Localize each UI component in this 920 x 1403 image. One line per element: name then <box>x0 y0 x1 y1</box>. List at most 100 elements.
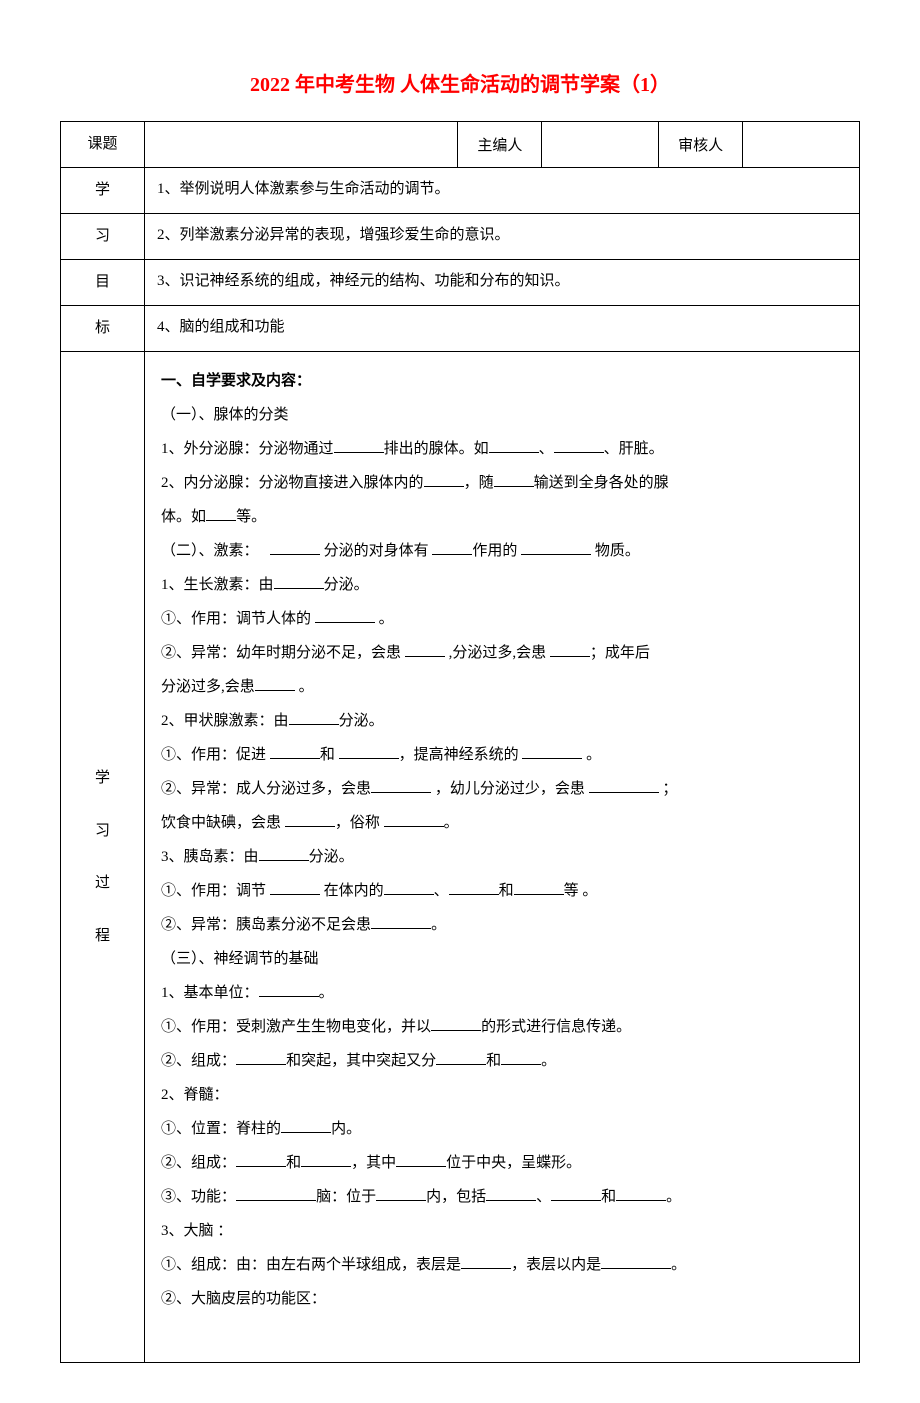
line-p26: ①、组成：由：由左右两个半球组成，表层是 ，表层以内是 。 <box>161 1250 843 1280</box>
blank <box>494 471 534 487</box>
blank <box>486 1185 536 1201</box>
blank <box>259 845 309 861</box>
p1: （一）、腺体的分类 <box>161 400 843 430</box>
header-row: 课题 主编人 审核人 <box>61 122 860 168</box>
blank <box>396 1151 446 1167</box>
p3c: 输送到全身各处的腺 <box>534 475 669 491</box>
blank <box>521 539 591 555</box>
p26c: 。 <box>671 1257 686 1273</box>
editor-label: 主编人 <box>458 122 542 168</box>
p20a: ②、组成： <box>161 1053 236 1069</box>
blank <box>436 1049 486 1065</box>
blank <box>431 1015 481 1031</box>
p24f: 。 <box>666 1189 681 1205</box>
blank <box>270 879 320 895</box>
blank <box>550 641 590 657</box>
p20d: 。 <box>541 1053 556 1069</box>
p13a: 饮食中缺碘，会患 <box>161 815 285 831</box>
worksheet-table: 课题 主编人 审核人 学 1、举例说明人体激素参与生命活动的调节。 习 2、列举… <box>60 121 860 1363</box>
p24a: ③、功能： <box>161 1189 236 1205</box>
line-p5: （二）、激素： 分泌的对身体有 作用的 物质。 <box>161 536 843 566</box>
p11c: ，提高神经系统的 <box>399 747 523 763</box>
p24c: 内，包括 <box>426 1189 486 1205</box>
blank <box>501 1049 541 1065</box>
objectives-label-1: 学 <box>61 168 145 214</box>
blank <box>616 1185 666 1201</box>
p15c: 、 <box>434 883 449 899</box>
line-p18: 1、基本单位：。 <box>161 978 843 1008</box>
blank <box>285 811 335 827</box>
p8a: ②、异常：幼年时期分泌不足，会患 <box>161 645 405 661</box>
p2b: 排出的腺体。如 <box>384 441 489 457</box>
process-label: 学 习 过 程 <box>61 352 145 1363</box>
blank <box>339 743 399 759</box>
p26a: ①、组成：由：由左右两个半球组成，表层是 <box>161 1257 461 1273</box>
objectives-row-4: 标 4、脑的组成和功能 <box>61 306 860 352</box>
p6a: 1、生长激素：由 <box>161 577 274 593</box>
blank <box>522 743 582 759</box>
p22b: 内。 <box>331 1121 361 1137</box>
p2c: 、 <box>539 441 554 457</box>
p22a: ①、位置：脊柱的 <box>161 1121 281 1137</box>
p2a: 1、外分泌腺：分泌物通过 <box>161 441 334 457</box>
p10a: 2、甲状腺激素：由 <box>161 713 289 729</box>
blank <box>371 913 431 929</box>
p20b: 和突起，其中突起又分 <box>286 1053 436 1069</box>
p27: ②、大脑皮层的功能区： <box>161 1284 843 1314</box>
p12c: ； <box>659 781 678 797</box>
p15a: ①、作用：调节 <box>161 883 270 899</box>
blank <box>589 777 659 793</box>
blank <box>281 1117 331 1133</box>
process-content: 一、自学要求及内容： （一）、腺体的分类 1、外分泌腺：分泌物通过排出的腺体。如… <box>145 352 860 1363</box>
p13c: 。 <box>444 815 459 831</box>
process-label-char-2: 习 <box>95 823 110 839</box>
p10b: 分泌。 <box>339 713 384 729</box>
p11a: ①、作用：促进 <box>161 747 270 763</box>
p8c: ；成年后 <box>590 645 650 661</box>
line-p11: ①、作用：促进 和 ，提高神经系统的 。 <box>161 740 843 770</box>
blank <box>255 675 295 691</box>
p9a: 分泌过多,会患 <box>161 679 255 695</box>
p6b: 分泌。 <box>324 577 369 593</box>
p23b: 和 <box>286 1155 301 1171</box>
p9b: 。 <box>295 679 314 695</box>
objectives-row-1: 学 1、举例说明人体激素参与生命活动的调节。 <box>61 168 860 214</box>
blank <box>514 879 564 895</box>
objective-2: 2、列举激素分泌异常的表现，增强珍爱生命的意识。 <box>145 214 860 260</box>
objective-1: 1、举例说明人体激素参与生命活动的调节。 <box>145 168 860 214</box>
line-p16: ②、异常：胰岛素分泌不足会患。 <box>161 910 843 940</box>
blank <box>461 1253 511 1269</box>
p12a: ②、异常：成人分泌过多，会患 <box>161 781 371 797</box>
blank <box>236 1049 286 1065</box>
p8b: ,分泌过多,会患 <box>445 645 550 661</box>
p26b: ，表层以内是 <box>511 1257 601 1273</box>
objectives-row-2: 习 2、列举激素分泌异常的表现，增强珍爱生命的意识。 <box>61 214 860 260</box>
p7a: ①、作用：调节人体的 <box>161 611 315 627</box>
objectives-label-4: 标 <box>61 306 145 352</box>
blank <box>236 1185 316 1201</box>
process-label-char-4: 程 <box>95 928 110 944</box>
blank <box>405 641 445 657</box>
blank <box>301 1151 351 1167</box>
p14b: 分泌。 <box>309 849 354 865</box>
p23a: ②、组成： <box>161 1155 236 1171</box>
p23c: ，其中 <box>351 1155 396 1171</box>
process-label-char-1: 学 <box>95 770 110 786</box>
p20c: 和 <box>486 1053 501 1069</box>
blank <box>259 981 319 997</box>
p19a: ①、作用：受刺激产生生物电变化，并以 <box>161 1019 431 1035</box>
p2d: 、肝脏。 <box>604 441 664 457</box>
line-p8: ②、异常：幼年时期分泌不足，会患 ,分泌过多,会患 ；成年后 <box>161 638 843 668</box>
blank <box>289 709 339 725</box>
blank <box>371 777 431 793</box>
line-p15: ①、作用：调节 在体内的、和等 。 <box>161 876 843 906</box>
editor-value <box>542 122 659 168</box>
p18b: 。 <box>319 985 334 1001</box>
objectives-label-3: 目 <box>61 260 145 306</box>
p5a: （二）、激素： <box>161 543 259 559</box>
p4a: 体。如 <box>161 509 206 525</box>
process-row: 学 习 过 程 一、自学要求及内容： （一）、腺体的分类 1、外分泌腺：分泌物通… <box>61 352 860 1363</box>
line-p19: ①、作用：受刺激产生生物电变化，并以的形式进行信息传递。 <box>161 1012 843 1042</box>
p12b: ，幼儿分泌过少，会患 <box>431 781 589 797</box>
objectives-label-2: 习 <box>61 214 145 260</box>
